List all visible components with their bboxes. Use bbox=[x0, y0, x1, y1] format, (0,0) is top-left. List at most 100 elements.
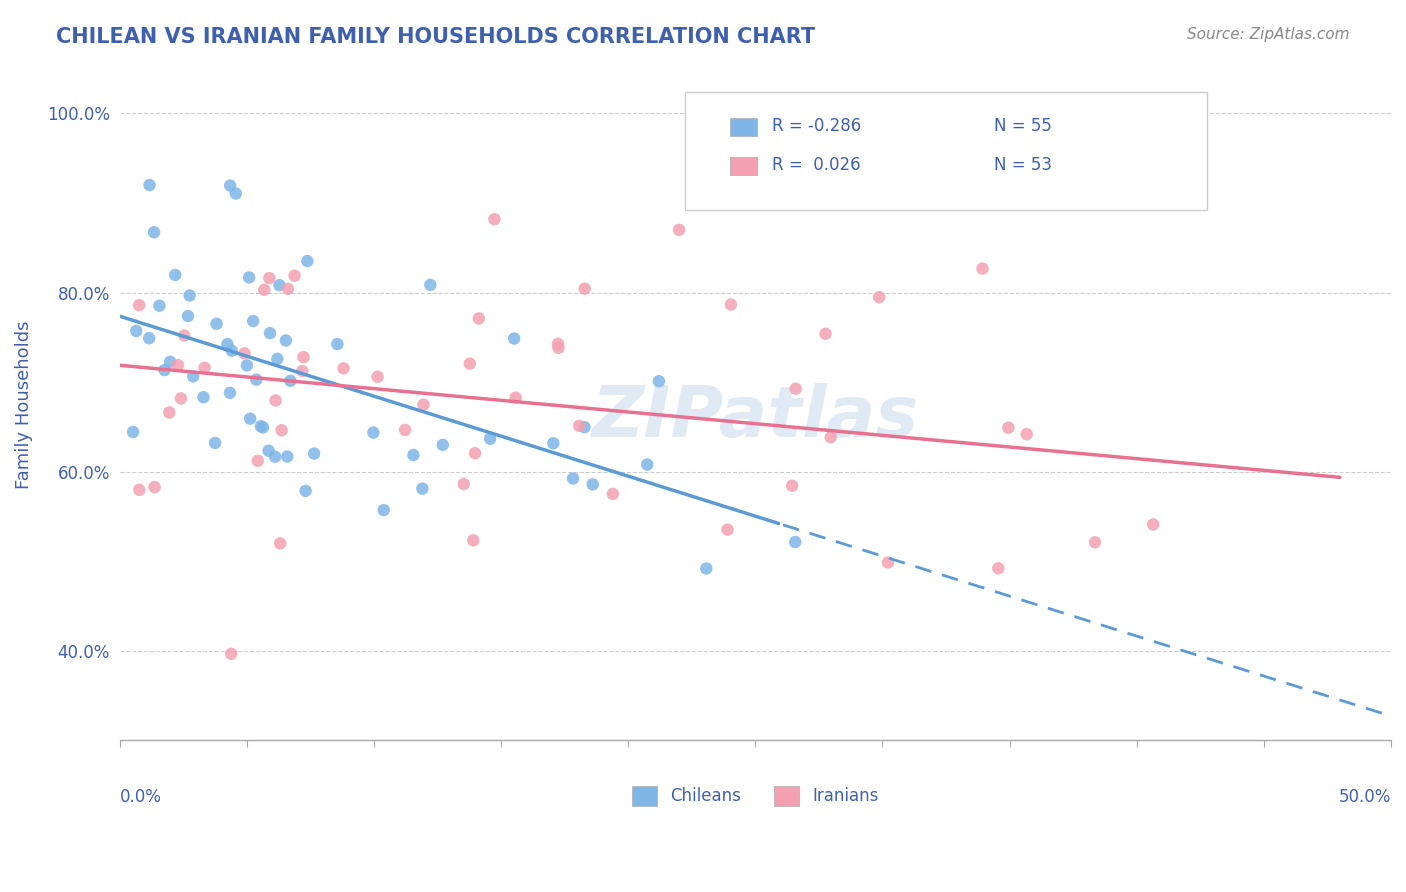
Point bbox=[219, 178, 242, 193]
Point bbox=[877, 556, 900, 570]
Point bbox=[463, 533, 485, 548]
Point bbox=[252, 420, 274, 434]
Point bbox=[432, 438, 454, 452]
Point bbox=[177, 309, 200, 323]
Point bbox=[157, 405, 180, 419]
Point bbox=[221, 343, 243, 358]
Point bbox=[204, 436, 226, 450]
Text: R = -0.286: R = -0.286 bbox=[772, 117, 860, 135]
Point bbox=[411, 482, 433, 496]
Point bbox=[868, 290, 890, 304]
Point bbox=[419, 277, 441, 292]
Text: 0.0%: 0.0% bbox=[120, 788, 162, 805]
Point bbox=[219, 647, 242, 661]
Point bbox=[264, 393, 287, 408]
Point bbox=[720, 297, 742, 311]
Point bbox=[277, 282, 299, 296]
Point bbox=[181, 369, 204, 384]
Point bbox=[217, 337, 239, 351]
Point bbox=[122, 425, 145, 439]
Legend: Chileans, Iranians: Chileans, Iranians bbox=[626, 779, 886, 813]
Point bbox=[269, 278, 291, 293]
Point bbox=[326, 337, 349, 351]
Point bbox=[165, 268, 187, 282]
Point bbox=[159, 355, 181, 369]
FancyBboxPatch shape bbox=[730, 156, 756, 176]
Point bbox=[814, 326, 837, 341]
Point bbox=[246, 454, 269, 468]
Text: Source: ZipAtlas.com: Source: ZipAtlas.com bbox=[1187, 27, 1350, 42]
Point bbox=[167, 358, 190, 372]
Point bbox=[128, 298, 150, 312]
Text: CHILEAN VS IRANIAN FAMILY HOUSEHOLDS CORRELATION CHART: CHILEAN VS IRANIAN FAMILY HOUSEHOLDS COR… bbox=[56, 27, 815, 46]
Point bbox=[259, 271, 281, 285]
Point bbox=[648, 374, 671, 388]
Point bbox=[276, 450, 298, 464]
Point bbox=[233, 346, 256, 360]
Point bbox=[128, 483, 150, 497]
Point bbox=[780, 479, 803, 493]
Point bbox=[297, 254, 319, 268]
Point bbox=[547, 341, 569, 355]
Point bbox=[269, 536, 291, 550]
Text: N = 53: N = 53 bbox=[994, 155, 1052, 174]
Point bbox=[143, 480, 166, 494]
Point bbox=[602, 487, 624, 501]
Point bbox=[412, 398, 434, 412]
Point bbox=[236, 359, 259, 373]
Point bbox=[270, 423, 292, 437]
Point bbox=[785, 382, 807, 396]
Point bbox=[503, 332, 526, 346]
Text: ZIPatlas: ZIPatlas bbox=[592, 384, 920, 452]
Point bbox=[997, 420, 1019, 434]
Y-axis label: Family Households: Family Households bbox=[15, 320, 32, 489]
Point bbox=[1084, 535, 1107, 549]
Point bbox=[785, 535, 807, 549]
Point bbox=[574, 420, 596, 434]
Point bbox=[179, 288, 201, 302]
Point bbox=[332, 361, 354, 376]
Point bbox=[148, 299, 170, 313]
Point bbox=[292, 350, 315, 364]
Point bbox=[363, 425, 385, 440]
Point bbox=[253, 283, 276, 297]
Point bbox=[250, 419, 273, 434]
FancyBboxPatch shape bbox=[685, 92, 1206, 210]
Point bbox=[367, 369, 389, 384]
Point bbox=[264, 450, 287, 464]
FancyBboxPatch shape bbox=[730, 118, 756, 136]
Point bbox=[468, 311, 491, 326]
Point bbox=[453, 477, 475, 491]
Point bbox=[205, 317, 228, 331]
Point bbox=[274, 334, 297, 348]
Point bbox=[138, 178, 160, 192]
Point bbox=[1142, 517, 1164, 532]
Point bbox=[259, 326, 281, 340]
Point bbox=[582, 477, 605, 491]
Point bbox=[170, 392, 193, 406]
Point bbox=[193, 390, 215, 404]
Point bbox=[153, 363, 176, 377]
Point bbox=[138, 331, 160, 345]
Point bbox=[125, 324, 148, 338]
Point bbox=[238, 270, 260, 285]
Point bbox=[505, 391, 527, 405]
Point bbox=[479, 432, 502, 446]
Point bbox=[484, 212, 506, 227]
Point bbox=[373, 503, 395, 517]
Point bbox=[716, 523, 738, 537]
Point bbox=[225, 186, 247, 201]
Point bbox=[543, 436, 565, 450]
Point bbox=[562, 471, 585, 485]
Point bbox=[1329, 751, 1351, 765]
Point bbox=[695, 561, 717, 575]
Point bbox=[291, 364, 314, 378]
Point bbox=[464, 446, 486, 460]
Point bbox=[280, 374, 302, 388]
Text: R =  0.026: R = 0.026 bbox=[772, 155, 860, 174]
Point bbox=[820, 133, 842, 147]
Point bbox=[972, 261, 994, 276]
Point bbox=[568, 418, 591, 433]
Point bbox=[219, 385, 242, 400]
Point bbox=[1015, 427, 1038, 442]
